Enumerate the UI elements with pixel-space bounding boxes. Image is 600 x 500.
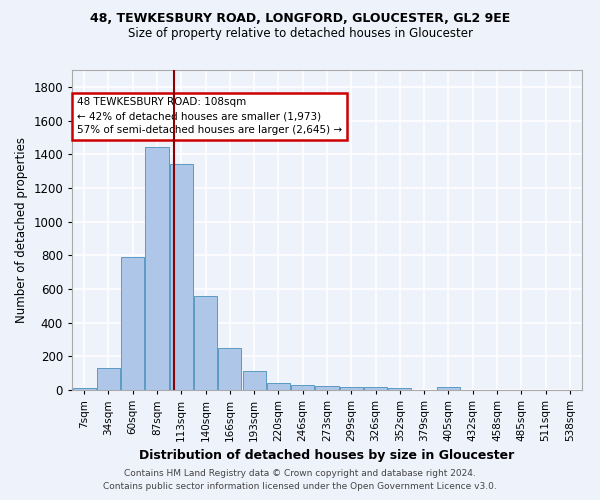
Y-axis label: Number of detached properties: Number of detached properties — [14, 137, 28, 323]
Bar — [267, 384, 290, 390]
Text: Contains public sector information licensed under the Open Government Licence v3: Contains public sector information licen… — [103, 482, 497, 491]
Bar — [170, 164, 193, 390]
X-axis label: Distribution of detached houses by size in Gloucester: Distribution of detached houses by size … — [139, 450, 515, 462]
Text: Contains HM Land Registry data © Crown copyright and database right 2024.: Contains HM Land Registry data © Crown c… — [124, 468, 476, 477]
Bar — [73, 388, 95, 390]
Bar — [316, 386, 338, 390]
Bar — [340, 388, 363, 390]
Bar — [364, 387, 387, 390]
Bar — [242, 372, 266, 390]
Bar — [437, 386, 460, 390]
Bar — [194, 296, 217, 390]
Text: Size of property relative to detached houses in Gloucester: Size of property relative to detached ho… — [128, 28, 473, 40]
Bar — [388, 388, 412, 390]
Bar — [291, 386, 314, 390]
Bar — [121, 257, 144, 390]
Bar — [145, 146, 169, 390]
Text: 48, TEWKESBURY ROAD, LONGFORD, GLOUCESTER, GL2 9EE: 48, TEWKESBURY ROAD, LONGFORD, GLOUCESTE… — [90, 12, 510, 26]
Bar — [97, 368, 120, 390]
Bar — [218, 348, 241, 390]
Text: 48 TEWKESBURY ROAD: 108sqm
← 42% of detached houses are smaller (1,973)
57% of s: 48 TEWKESBURY ROAD: 108sqm ← 42% of deta… — [77, 97, 342, 135]
